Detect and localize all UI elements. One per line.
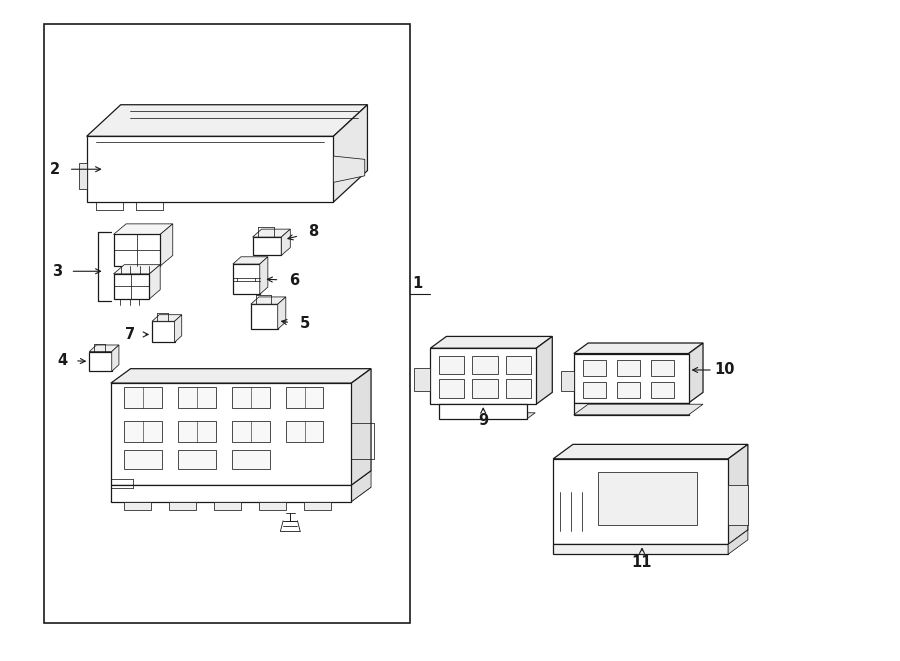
Polygon shape xyxy=(430,336,553,348)
Bar xyxy=(439,379,464,398)
Bar xyxy=(554,459,728,545)
Polygon shape xyxy=(414,368,430,391)
Text: 9: 9 xyxy=(478,413,489,428)
Text: 6: 6 xyxy=(289,273,299,288)
Bar xyxy=(616,360,640,376)
Bar xyxy=(152,321,175,342)
Text: 10: 10 xyxy=(715,362,735,377)
Bar xyxy=(253,237,282,255)
Polygon shape xyxy=(333,156,364,182)
Bar xyxy=(111,383,351,485)
Text: 3: 3 xyxy=(52,264,62,279)
Bar xyxy=(214,502,241,510)
Bar xyxy=(286,387,323,408)
Bar xyxy=(259,502,286,510)
Polygon shape xyxy=(160,224,173,266)
Polygon shape xyxy=(233,256,268,264)
Text: 11: 11 xyxy=(632,555,652,570)
Bar xyxy=(439,356,464,374)
Bar xyxy=(304,502,330,510)
Text: 8: 8 xyxy=(309,224,319,239)
Bar xyxy=(583,382,606,398)
Polygon shape xyxy=(562,371,574,391)
Bar xyxy=(583,360,606,376)
Bar xyxy=(113,235,160,266)
Polygon shape xyxy=(86,104,367,136)
Polygon shape xyxy=(260,256,268,294)
Bar xyxy=(178,387,216,408)
Polygon shape xyxy=(574,343,703,354)
Text: 7: 7 xyxy=(124,327,135,342)
Bar xyxy=(439,405,527,418)
Bar xyxy=(124,387,162,408)
Polygon shape xyxy=(728,444,748,545)
Polygon shape xyxy=(111,369,371,383)
Polygon shape xyxy=(253,229,291,237)
Bar xyxy=(232,387,270,408)
Bar xyxy=(178,450,216,469)
Polygon shape xyxy=(113,264,160,274)
Bar xyxy=(430,348,536,405)
Polygon shape xyxy=(554,444,748,459)
Bar xyxy=(232,450,270,469)
Bar xyxy=(233,264,260,294)
Bar xyxy=(251,304,278,329)
Text: 5: 5 xyxy=(300,317,310,331)
Bar xyxy=(472,356,498,374)
Polygon shape xyxy=(149,264,160,299)
Polygon shape xyxy=(728,530,748,555)
Text: 4: 4 xyxy=(58,352,68,368)
Polygon shape xyxy=(251,297,286,304)
Polygon shape xyxy=(278,297,286,329)
Bar xyxy=(506,379,531,398)
Bar xyxy=(506,356,531,374)
Polygon shape xyxy=(175,315,182,342)
Polygon shape xyxy=(351,369,371,485)
Bar xyxy=(89,352,112,371)
Bar xyxy=(44,24,410,623)
Bar xyxy=(86,136,333,202)
Bar xyxy=(574,403,688,414)
Polygon shape xyxy=(282,229,291,255)
Bar xyxy=(651,360,674,376)
Bar xyxy=(472,379,498,398)
Bar xyxy=(124,450,162,469)
Polygon shape xyxy=(113,224,173,235)
Polygon shape xyxy=(333,104,367,202)
Bar xyxy=(232,421,270,442)
Bar xyxy=(651,382,674,398)
Bar xyxy=(574,354,688,403)
Bar xyxy=(169,502,196,510)
Bar xyxy=(554,545,728,555)
Polygon shape xyxy=(439,412,536,418)
Polygon shape xyxy=(351,471,371,502)
Bar xyxy=(178,421,216,442)
Bar xyxy=(616,382,640,398)
Bar xyxy=(113,274,149,299)
Polygon shape xyxy=(111,487,371,502)
Polygon shape xyxy=(89,345,119,352)
Polygon shape xyxy=(574,405,703,414)
Bar xyxy=(286,421,323,442)
Polygon shape xyxy=(688,343,703,403)
Bar xyxy=(124,421,162,442)
Bar xyxy=(111,485,351,502)
Polygon shape xyxy=(536,336,553,405)
Bar xyxy=(598,472,697,525)
Polygon shape xyxy=(79,163,86,189)
Polygon shape xyxy=(152,315,182,321)
Text: 1: 1 xyxy=(412,276,423,291)
Bar xyxy=(124,502,151,510)
Text: 2: 2 xyxy=(50,162,60,176)
Polygon shape xyxy=(728,485,748,525)
Polygon shape xyxy=(112,345,119,371)
